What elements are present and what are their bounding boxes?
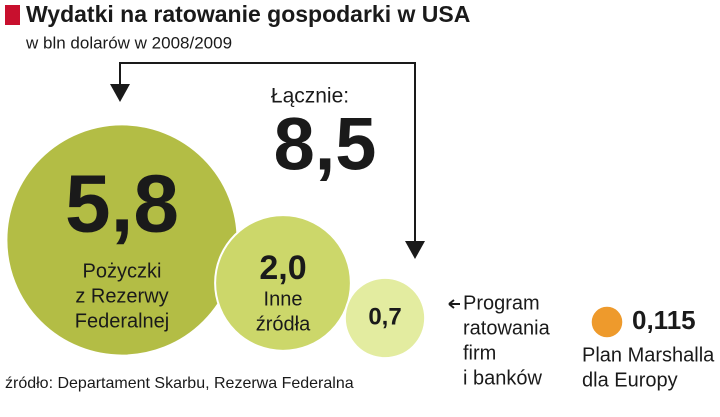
bubble xyxy=(589,304,625,340)
total-value: 8,5 xyxy=(274,103,377,186)
category-label: źródła xyxy=(256,313,311,335)
category-label: Program xyxy=(463,292,540,314)
chart-subtitle: w bln dolarów w 2008/2009 xyxy=(25,33,232,52)
bubble xyxy=(214,214,352,352)
category-label: z Rezerwy xyxy=(75,285,168,307)
bracket-line xyxy=(119,62,416,245)
value-label: 0,7 xyxy=(368,303,401,330)
category-label: ratowania xyxy=(463,317,551,339)
category-label: Federalnej xyxy=(75,310,170,332)
category-label: Inne xyxy=(264,288,303,310)
source: źródło: Departament Skarbu, Rezerwa Fede… xyxy=(5,375,354,392)
arrow-head xyxy=(110,84,130,102)
arrow-head xyxy=(405,241,425,259)
title-marker xyxy=(5,5,20,25)
category-label: dla Europy xyxy=(582,369,678,391)
value-label: 2,0 xyxy=(259,249,306,287)
pointer-arrow xyxy=(448,299,460,309)
bubble xyxy=(343,276,427,360)
category-label: i banków xyxy=(463,367,542,389)
category-label: firm xyxy=(463,342,496,364)
chart-title: Wydatki na ratowanie gospodarki w USA xyxy=(26,1,470,27)
value-label: 5,8 xyxy=(65,159,179,250)
category-label: Pożyczki xyxy=(83,260,162,282)
total-label: Łącznie: xyxy=(271,85,349,108)
value-label: 0,115 xyxy=(632,305,696,335)
category-label: Plan Marshalla xyxy=(582,344,715,366)
